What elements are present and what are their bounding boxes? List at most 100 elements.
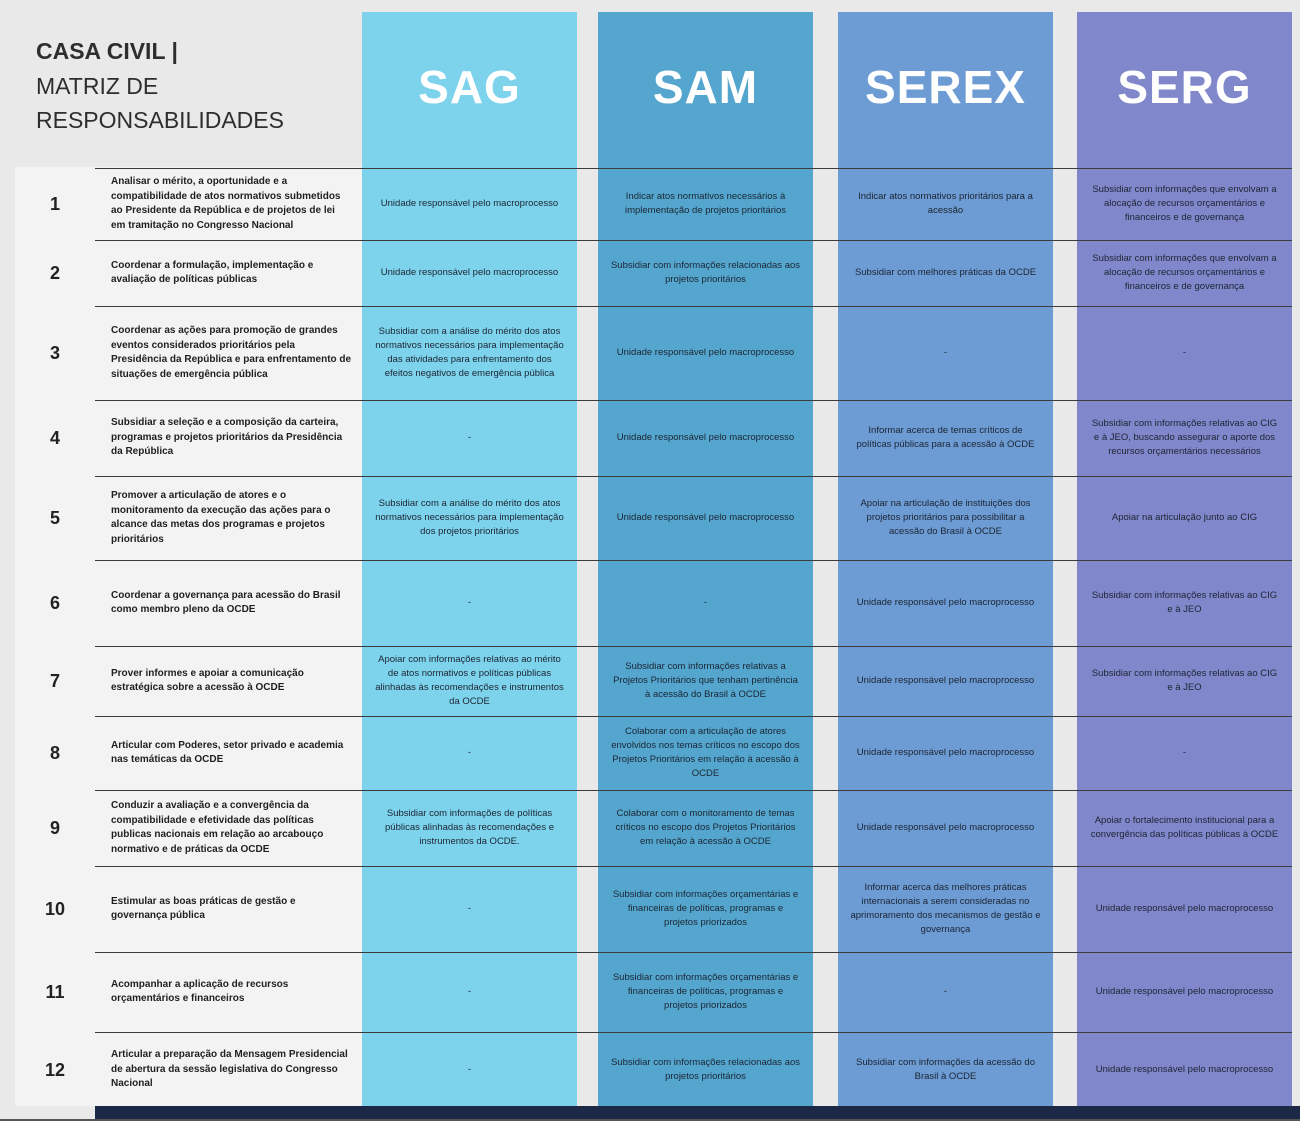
- row-description: Acompanhar a aplicação de recursos orçam…: [111, 978, 289, 1005]
- column-gap: [577, 1032, 598, 1108]
- row-number: 11: [45, 981, 65, 1002]
- row-description: Prover informes e apoiar a comunicação e…: [111, 667, 304, 694]
- column-gap: [813, 240, 838, 306]
- column-gap: [813, 646, 838, 716]
- column-band-sam: SAM: [598, 12, 813, 1106]
- column-gap: [813, 716, 838, 790]
- column-gap: [813, 866, 838, 952]
- row-description: Articular com Poderes, setor privado e a…: [111, 739, 344, 766]
- cell-sag: -: [467, 746, 472, 758]
- cell-sam: Subsidiar com informações relativas a Pr…: [613, 660, 798, 701]
- cell-sam: Colaborar com o monitoramento de temas c…: [615, 807, 796, 848]
- row-number: 7: [49, 670, 60, 691]
- cell-sam: Unidade responsável pelo macroprocesso: [616, 346, 795, 358]
- cell-sam: Subsidiar com informações orçamentárias …: [612, 888, 799, 929]
- column-gap: [577, 168, 598, 240]
- cell-sag: Apoiar com informações relativas ao méri…: [375, 653, 564, 708]
- cell-serex: Unidade responsável pelo macroprocesso: [856, 596, 1035, 608]
- row-description: Analisar o mérito, a oportunidade e a co…: [111, 176, 341, 231]
- row-description: Articular a preparação da Mensagem Presi…: [111, 1049, 348, 1090]
- page-title-line3: RESPONSABILIDADES: [36, 107, 284, 133]
- cell-serex: -: [943, 346, 948, 358]
- page-title: CASA CIVIL | MATRIZ DE RESPONSABILIDADES: [36, 34, 284, 138]
- table-row: 3 Coordenar as ações para promoção de gr…: [15, 306, 1292, 400]
- row-number: 3: [49, 342, 60, 363]
- cell-sag: -: [467, 596, 472, 608]
- column-gap: [1053, 952, 1077, 1032]
- column-gap: [577, 476, 598, 560]
- column-header-sag: SAG: [418, 61, 521, 113]
- cell-serg: Subsidiar com informações que envolvam a…: [1092, 252, 1277, 293]
- cell-sam: Indicar atos normativos necessários à im…: [624, 190, 787, 216]
- row-number: 4: [49, 427, 60, 448]
- table-row: 10 Estimular as boas práticas de gestão …: [15, 866, 1292, 952]
- row-number: 5: [49, 507, 60, 528]
- column-gap: [577, 866, 598, 952]
- row-description: Conduzir a avaliação e a convergência da…: [111, 800, 324, 855]
- row-number: 1: [49, 193, 60, 214]
- column-gap: [813, 306, 838, 400]
- column-gap: [813, 790, 838, 866]
- column-gap: [813, 952, 838, 1032]
- cell-serg: Apoiar na articulação junto ao CIG: [1111, 511, 1258, 523]
- row-description: Promover a articulação de atores e o mon…: [111, 490, 331, 545]
- column-band-sag: SAG: [362, 12, 577, 1106]
- cell-serg: Subsidiar com informações relativas ao C…: [1091, 667, 1278, 693]
- column-gap: [1053, 306, 1077, 400]
- cell-serg: Unidade responsável pelo macroprocesso: [1095, 902, 1274, 914]
- row-number: 12: [44, 1059, 66, 1080]
- column-gap: [577, 400, 598, 476]
- cell-serex: Unidade responsável pelo macroprocesso: [856, 746, 1035, 758]
- column-gap: [813, 560, 838, 646]
- cell-serg: Subsidiar com informações relativas ao C…: [1091, 417, 1278, 458]
- cell-serex: Informar acerca das melhores práticas in…: [850, 881, 1041, 936]
- cell-sag: Unidade responsável pelo macroprocesso: [380, 197, 559, 209]
- table-row: 1 Analisar o mérito, a oportunidade e a …: [15, 168, 1292, 240]
- cell-serex: Subsidiar com melhores práticas da OCDE: [854, 266, 1037, 278]
- row-description: Estimular as boas práticas de gestão e g…: [111, 895, 296, 922]
- row-number: 10: [44, 898, 66, 919]
- table-row: 12 Articular a preparação da Mensagem Pr…: [15, 1032, 1292, 1108]
- row-description: Subsidiar a seleção e a composição da ca…: [111, 417, 343, 458]
- row-number: 2: [49, 262, 60, 283]
- table-row: 8 Articular com Poderes, setor privado e…: [15, 716, 1292, 790]
- cell-sam: Unidade responsável pelo macroprocesso: [616, 431, 795, 443]
- cell-serex: Unidade responsável pelo macroprocesso: [856, 674, 1035, 686]
- column-header-sam: SAM: [652, 61, 759, 113]
- row-description: Coordenar a governança para acessão do B…: [111, 589, 341, 616]
- column-gap: [813, 168, 838, 240]
- column-gap: [577, 790, 598, 866]
- column-gap: [1053, 476, 1077, 560]
- cell-sag: Subsidiar com a análise do mérito dos at…: [375, 497, 564, 538]
- table-row: 11 Acompanhar a aplicação de recursos or…: [15, 952, 1292, 1032]
- column-gap: [1053, 646, 1077, 716]
- column-gap: [1053, 866, 1077, 952]
- cell-sag: -: [467, 431, 472, 443]
- table-row: 7 Prover informes e apoiar a comunicação…: [15, 646, 1292, 716]
- table-row: 5 Promover a articulação de atores e o m…: [15, 476, 1292, 560]
- cell-sam: Unidade responsável pelo macroprocesso: [616, 511, 795, 523]
- cell-serg: Unidade responsável pelo macroprocesso: [1095, 985, 1274, 997]
- cell-sag: Subsidiar com a análise do mérito dos at…: [375, 325, 564, 380]
- table-row: 4 Subsidiar a seleção e a composição da …: [15, 400, 1292, 476]
- column-header-serg: SERG: [1117, 61, 1252, 113]
- column-gap: [1053, 240, 1077, 306]
- cell-sam: Subsidiar com informações orçamentárias …: [612, 971, 799, 1012]
- cell-sag: Unidade responsável pelo macroprocesso: [380, 266, 559, 278]
- column-gap: [1053, 790, 1077, 866]
- row-description: Coordenar as ações para promoção de gran…: [111, 325, 352, 380]
- cell-sam: -: [703, 596, 708, 608]
- column-gap: [577, 716, 598, 790]
- cell-serex: Unidade responsável pelo macroprocesso: [856, 821, 1035, 833]
- column-band-serg: SERG: [1077, 12, 1292, 1106]
- cell-serex: Informar acerca de temas críticos de pol…: [856, 424, 1035, 450]
- column-gap: [577, 306, 598, 400]
- column-header-serex: SEREX: [865, 61, 1026, 113]
- cell-serex: -: [943, 985, 948, 997]
- row-description: Coordenar a formulação, implementação e …: [111, 259, 314, 286]
- cell-sam: Subsidiar com informações relacionadas a…: [610, 1056, 801, 1082]
- column-gap: [577, 952, 598, 1032]
- cell-sag: Subsidiar com informações de políticas p…: [385, 807, 554, 848]
- table-row: 6 Coordenar a governança para acessão do…: [15, 560, 1292, 646]
